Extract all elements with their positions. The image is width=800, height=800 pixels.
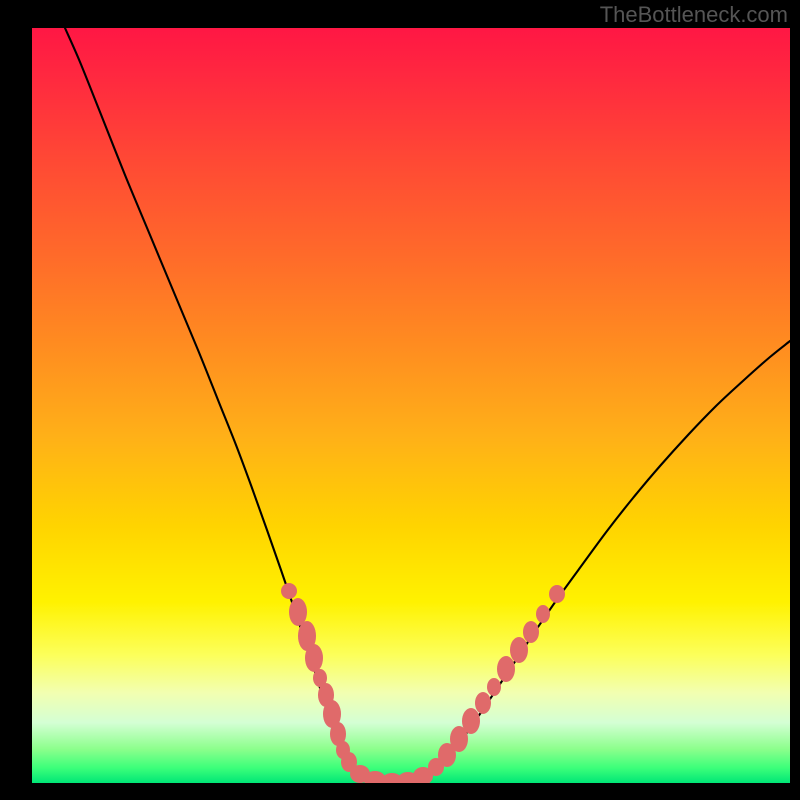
bead-right [523, 621, 539, 643]
bead-left [305, 644, 323, 672]
bead-right [497, 656, 515, 682]
bead-right [462, 708, 480, 734]
bead-right [536, 605, 550, 623]
bead-right [475, 692, 491, 714]
curve-right [393, 341, 790, 782]
bead-right [549, 585, 565, 603]
chart-svg [0, 0, 800, 800]
bead-right [510, 637, 528, 663]
curve-left [65, 28, 393, 782]
bead-left [281, 583, 297, 599]
bead-right [487, 678, 501, 696]
